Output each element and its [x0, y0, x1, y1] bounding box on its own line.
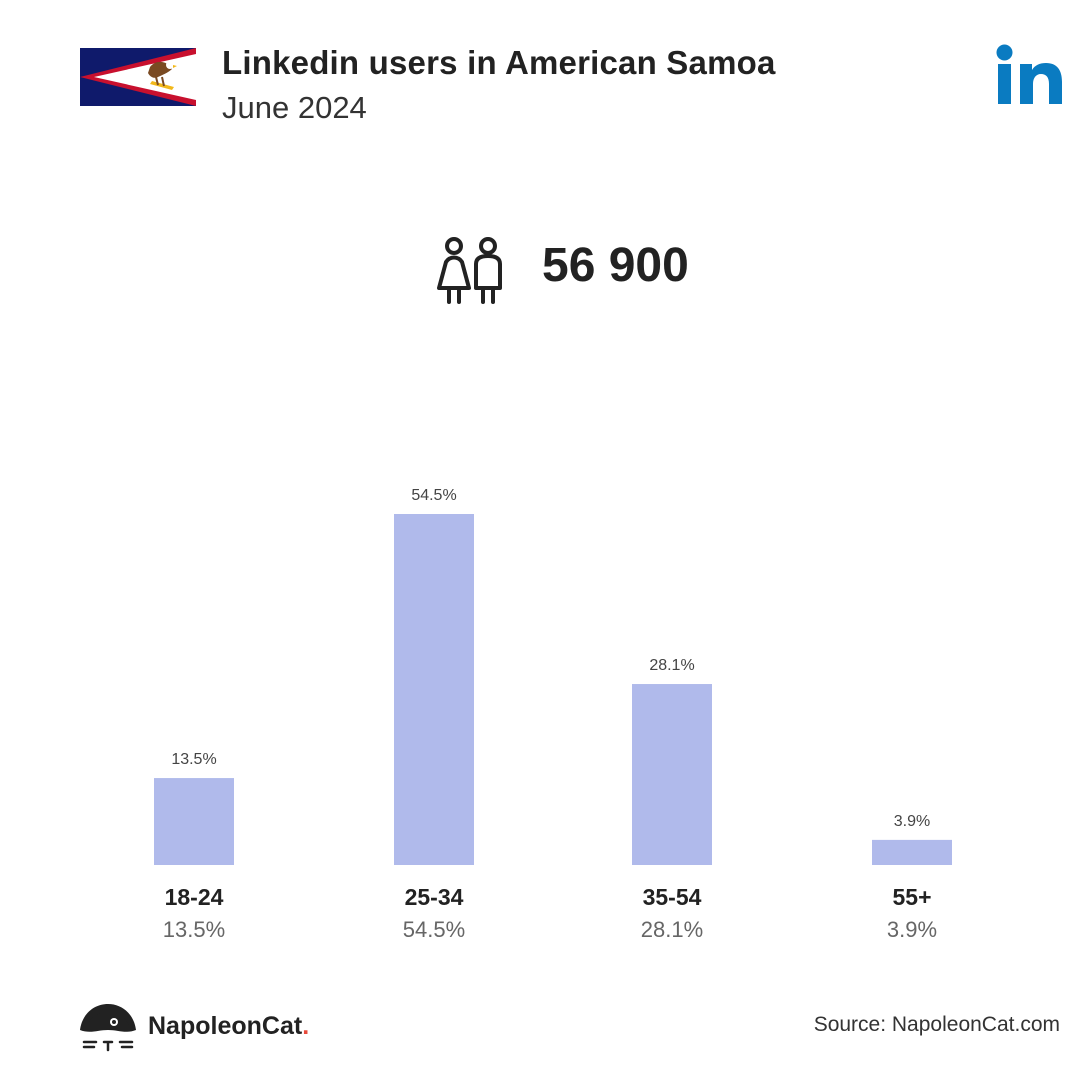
bar-value-label: 28.1% [649, 657, 694, 674]
source-note: Source: NapoleonCat.com [813, 1013, 1060, 1036]
bar [872, 839, 952, 865]
american-samoa-flag [80, 48, 196, 106]
category-percent: 54.5% [403, 917, 465, 942]
total-users-value: 56 900 [542, 239, 689, 292]
category-percent: 3.9% [887, 917, 937, 942]
napoleoncat-logo: NapoleonCat. [78, 1000, 338, 1052]
brand-dot: . [302, 1012, 310, 1040]
page-title: Linkedin users in American Samoa [222, 44, 776, 81]
category-percent: 28.1% [641, 917, 703, 942]
page-subtitle: June 2024 [222, 90, 367, 125]
linkedin-logo-icon [996, 44, 1062, 104]
category-label: 18-24 [165, 884, 224, 910]
bar [632, 684, 712, 865]
bar-value-label: 54.5% [411, 487, 456, 504]
category-label: 25-34 [405, 884, 464, 910]
category-label: 55+ [892, 884, 931, 910]
bar [154, 778, 234, 865]
bar [394, 514, 474, 865]
napoleoncat-cat-icon [80, 1004, 136, 1052]
age-bar-chart: 13.5% 18-24 13.5% 54.5% 25-34 54.5% 28.1% 35-54… [154, 487, 952, 942]
bar-value-label: 13.5% [171, 751, 216, 768]
category-percent: 13.5% [163, 917, 225, 942]
header: Linkedin users in American Samoa June 20… [80, 44, 1070, 134]
brand-name-text: NapoleonCat [148, 1012, 303, 1040]
people-icon [437, 237, 502, 304]
bar-value-label: 3.9% [894, 813, 930, 830]
category-label: 35-54 [643, 884, 702, 910]
brand-name: NapoleonCat. [148, 1012, 309, 1041]
